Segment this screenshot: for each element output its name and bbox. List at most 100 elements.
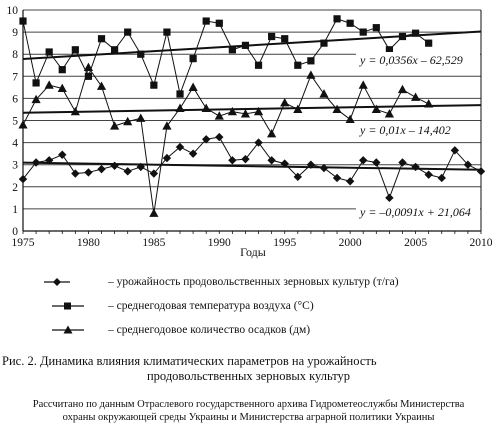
trend-equation-background <box>356 122 480 138</box>
square-marker-icon <box>40 300 102 312</box>
data-point <box>176 90 184 98</box>
data-point <box>44 80 54 89</box>
data-point <box>345 177 355 186</box>
data-point <box>123 167 132 176</box>
data-point <box>241 41 250 49</box>
data-point <box>320 39 328 47</box>
data-point <box>411 162 420 172</box>
y-tick-label: 9 <box>12 27 18 39</box>
data-point <box>358 80 368 89</box>
data-point <box>359 156 368 165</box>
data-point <box>137 50 145 58</box>
data-point <box>124 28 132 36</box>
data-point <box>281 35 289 43</box>
source-note-line-1: Рассчитано по данным Отраслевого государ… <box>32 399 465 410</box>
y-tick-label: 5 <box>12 116 18 128</box>
legend-item-precipitation: – среднегодовое количество осадков (дм) <box>40 318 480 342</box>
data-point <box>175 103 185 112</box>
data-point <box>136 162 145 172</box>
trend-line <box>22 104 482 114</box>
data-point <box>411 29 420 37</box>
data-point <box>280 98 290 107</box>
data-point <box>319 89 329 98</box>
data-point <box>32 79 40 87</box>
figure-caption: Рис. 2. Динамика влияния климатических п… <box>0 354 497 384</box>
x-tick-label: 1985 <box>142 237 165 249</box>
data-point <box>240 109 251 118</box>
data-point <box>188 82 198 91</box>
source-note-line-2: охраны окружающей среды Украины и Минист… <box>62 412 435 423</box>
data-point <box>268 32 276 41</box>
data-point <box>44 156 54 165</box>
data-point <box>306 70 316 79</box>
data-point <box>397 84 408 94</box>
y-tick-label: 4 <box>12 138 18 150</box>
data-point <box>398 32 407 41</box>
x-tick-label: 1995 <box>273 237 296 249</box>
data-point <box>253 106 264 116</box>
data-point <box>214 111 224 120</box>
data-point <box>149 208 159 217</box>
data-point <box>84 72 93 80</box>
chart: 0 1 2 3 4 5 6 7 8 9 10 1975 1980 1985 1990 1995 2000 2005… <box>7 5 493 259</box>
legend-item-temperature: – среднегодовая температура воздуха (°С) <box>40 294 480 318</box>
tick-labels: 0 1 2 3 4 5 6 7 8 9 10 1975 1980 1985 1990 1995 2000 2005… <box>7 5 493 249</box>
x-tick-label: 2010 <box>470 237 493 249</box>
x-tick-label: 1990 <box>208 237 231 249</box>
y-tick-label: 0 <box>12 226 18 238</box>
data-point <box>57 83 67 93</box>
data-point <box>111 46 119 54</box>
data-point <box>201 103 211 112</box>
data-point <box>149 169 159 178</box>
data-point <box>267 128 277 138</box>
legend-item-yield: – урожайность продовольственных зерновых… <box>40 270 480 294</box>
data-point <box>384 109 394 118</box>
data-point <box>110 161 119 171</box>
data-point <box>333 15 341 23</box>
legend-label: – урожайность продовольственных зерновых… <box>108 276 399 288</box>
data-point <box>202 17 210 25</box>
data-point <box>372 158 381 167</box>
y-tick-label: 6 <box>12 93 18 105</box>
data-point <box>294 61 302 69</box>
x-tick-label: 2000 <box>339 237 362 249</box>
trend-equation-label: y = –0,0091x + 21,064 <box>359 205 471 219</box>
data-point <box>70 106 80 116</box>
data-point <box>175 142 185 152</box>
data-point <box>202 135 211 144</box>
data-point <box>371 104 381 114</box>
triangle-marker-icon <box>40 324 102 336</box>
x-tick-label: 2005 <box>404 237 427 249</box>
data-point <box>150 81 158 89</box>
data-point <box>45 48 53 56</box>
legend-label: – среднегодовое количество осадков (дм) <box>108 324 311 336</box>
data-point <box>267 156 276 165</box>
x-axis-label: Годы <box>240 245 266 259</box>
data-point <box>332 173 342 183</box>
diamond-marker-icon <box>40 276 102 288</box>
data-point <box>84 168 93 177</box>
data-point <box>189 55 197 63</box>
x-tick-label: 1975 <box>12 237 35 249</box>
data-point <box>96 81 107 90</box>
data-point <box>31 158 41 167</box>
trend-equation-label: y = 0,0356x – 62,529 <box>359 53 463 67</box>
data-point <box>332 104 342 114</box>
y-tick-label: 8 <box>12 49 18 61</box>
data-point <box>410 92 421 101</box>
data-point <box>385 46 393 54</box>
data-point <box>280 159 289 168</box>
data-point <box>58 150 67 159</box>
y-tick-label: 3 <box>12 160 18 172</box>
data-point <box>97 35 106 43</box>
data-point <box>163 28 171 36</box>
series-line <box>22 66 429 214</box>
data-point <box>359 28 367 36</box>
data-point <box>293 172 302 182</box>
data-point <box>385 193 394 203</box>
data-point <box>228 46 236 54</box>
data-point <box>97 164 106 174</box>
data-point <box>110 121 120 130</box>
source-note: Рассчитано по данным Отраслевого государ… <box>0 398 497 424</box>
y-tick-label: 2 <box>12 182 18 194</box>
